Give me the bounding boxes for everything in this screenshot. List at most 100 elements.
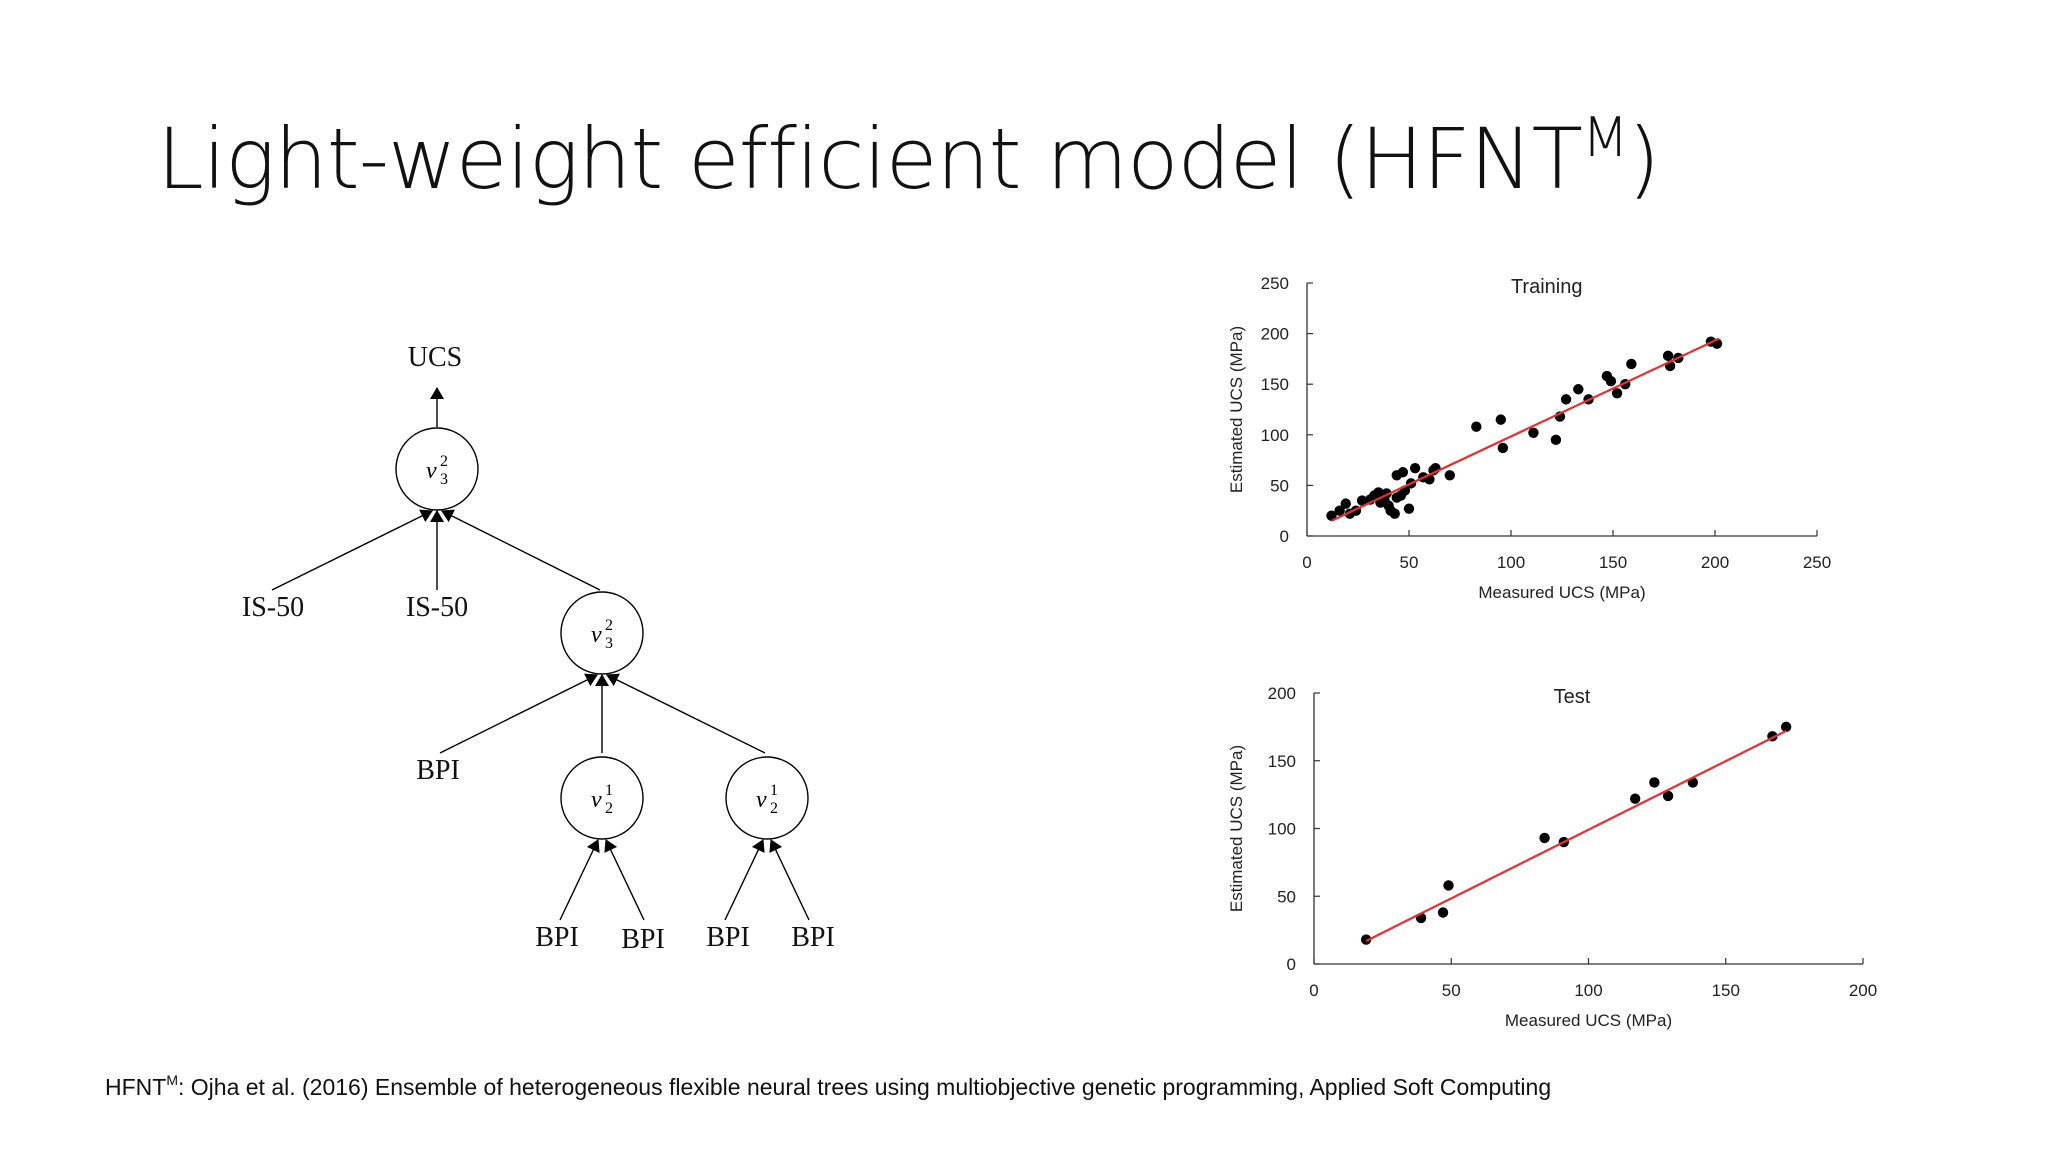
svg-text:3: 3: [605, 635, 613, 652]
training-x-tick-label: 150: [1599, 553, 1627, 572]
test-title: Test: [1554, 686, 1591, 708]
test-data-point: [1649, 777, 1660, 788]
test-y-tick-label: 0: [1287, 955, 1296, 974]
svg-text:v: v: [591, 622, 602, 648]
edge-bpi-r1-right: [724, 839, 765, 921]
svg-text:1: 1: [605, 782, 613, 799]
svg-text:v: v: [591, 787, 602, 813]
training-data-point: [1444, 470, 1455, 481]
training-y-tick-label: 100: [1261, 426, 1289, 445]
test-y-tick-label: 200: [1268, 684, 1296, 703]
title-close: ): [1627, 110, 1661, 208]
leaf-bpi-r1: BPI: [706, 922, 750, 953]
svg-text:v: v: [426, 458, 437, 484]
leaf-bpi-r2: BPI: [791, 922, 835, 953]
training-data-point: [1397, 467, 1409, 478]
test-y-axis-label: Estimated UCS (MPa): [1227, 745, 1246, 912]
test-x-axis-label: Measured UCS (MPa): [1505, 1011, 1672, 1030]
leaf-bpi-l2: BPI: [621, 924, 665, 955]
edge-mid-root: [441, 509, 601, 591]
svg-text:v: v: [756, 787, 767, 813]
training-data-point: [1326, 510, 1337, 521]
test-x-tick-label: 100: [1574, 981, 1602, 1000]
output-label-ucs: UCS: [408, 342, 462, 373]
training-scatter-chart: 0 50 100 150 200 250 0 50 100 150 200 250 Training Me…: [1227, 274, 1831, 602]
edge-bpi-mid: [439, 673, 598, 754]
test-scatter-chart: 0 50 100 150 200 0 50 100 150 200 Test Measured UCS…: [1227, 684, 1877, 1030]
test-x-tick-label: 0: [1309, 981, 1318, 1000]
training-x-tick-label: 200: [1701, 553, 1729, 572]
title-main: Light-weight efficient model (HFNT: [157, 110, 1583, 208]
training-data-point: [1626, 358, 1637, 370]
training-x-tick-label: 50: [1400, 553, 1419, 572]
test-data-point: [1629, 793, 1641, 804]
footnote-prefix: HFNT: [105, 1074, 167, 1100]
svg-text:1: 1: [770, 782, 778, 799]
training-data-point: [1495, 414, 1506, 425]
leaf-is50-2: IS-50: [406, 592, 468, 623]
node-left: v 1 2: [560, 756, 644, 840]
flexible-neural-tree-diagram: v 2 3 v 2 3 v 1 2 v 1 2 UCS IS-50 IS-50 …: [242, 342, 835, 955]
test-fit-line: [1365, 729, 1787, 942]
svg-text:2: 2: [605, 617, 613, 634]
test-data-point: [1437, 907, 1449, 918]
training-data-point: [1662, 350, 1674, 362]
training-data-point: [1471, 421, 1482, 432]
title-superscript: M: [1581, 106, 1629, 169]
test-x-tick-label: 200: [1849, 981, 1877, 1000]
node-root: v 2 3: [395, 427, 479, 511]
training-data-point: [1403, 503, 1415, 514]
training-x-tick-label: 250: [1803, 553, 1831, 572]
edge-bpi-l2-left: [604, 839, 645, 921]
training-y-tick-label: 0: [1280, 527, 1289, 546]
training-data-point: [1611, 388, 1623, 399]
slide-title: Light-weight efficient model (HFNTM): [157, 106, 1661, 208]
training-fit-line: [1331, 337, 1720, 522]
test-y-tick-label: 50: [1277, 887, 1296, 906]
training-data-point: [1340, 498, 1351, 509]
svg-text:2: 2: [605, 800, 613, 817]
test-data-point: [1539, 832, 1550, 844]
edge-is1-root: [271, 509, 433, 591]
training-x-axis-label: Measured UCS (MPa): [1478, 583, 1645, 602]
training-data-point: [1550, 434, 1562, 446]
leaf-bpi-l1: BPI: [535, 922, 579, 953]
citation-footnote: HFNTM: Ojha et al. (2016) Ensemble of he…: [105, 1072, 1552, 1101]
leaf-is50-1: IS-50: [242, 592, 304, 623]
training-data-point: [1356, 495, 1368, 506]
test-data-point: [1780, 721, 1792, 733]
training-y-tick-label: 150: [1261, 375, 1289, 394]
training-data-point: [1528, 427, 1539, 438]
edge-bpi-l1-left: [559, 839, 600, 921]
training-data-point: [1605, 375, 1617, 387]
svg-text:3: 3: [440, 471, 448, 488]
test-y-tick-label: 150: [1268, 752, 1296, 771]
training-title: Training: [1511, 276, 1583, 298]
footnote-text: : Ojha et al. (2016) Ensemble of heterog…: [178, 1074, 1552, 1100]
test-data-point: [1360, 934, 1372, 945]
training-x-tick-label: 100: [1497, 553, 1525, 572]
training-data-point: [1497, 442, 1509, 454]
training-data-point: [1560, 394, 1572, 405]
training-data-point: [1409, 462, 1421, 474]
svg-text:2: 2: [770, 800, 778, 817]
training-data-point: [1389, 508, 1400, 519]
edge-right-mid: [606, 673, 766, 754]
test-x-tick-label: 50: [1442, 981, 1461, 1000]
training-y-tick-label: 50: [1270, 476, 1289, 495]
training-data-point: [1573, 384, 1584, 395]
test-data-point: [1662, 790, 1674, 802]
training-y-tick-label: 200: [1261, 325, 1289, 344]
edge-bpi-r2-right: [769, 839, 810, 921]
training-y-tick-label: 250: [1261, 274, 1289, 293]
training-data-point: [1334, 505, 1345, 516]
training-y-axis-label: Estimated UCS (MPa): [1227, 326, 1246, 493]
node-right: v 1 2: [725, 756, 809, 840]
training-x-tick-label: 0: [1302, 553, 1311, 572]
footnote-superscript: M: [166, 1072, 178, 1088]
node-mid: v 2 3: [560, 591, 644, 675]
training-data-point: [1373, 487, 1384, 498]
test-x-tick-label: 150: [1712, 981, 1740, 1000]
test-y-tick-label: 100: [1268, 820, 1296, 839]
svg-text:2: 2: [440, 453, 448, 470]
